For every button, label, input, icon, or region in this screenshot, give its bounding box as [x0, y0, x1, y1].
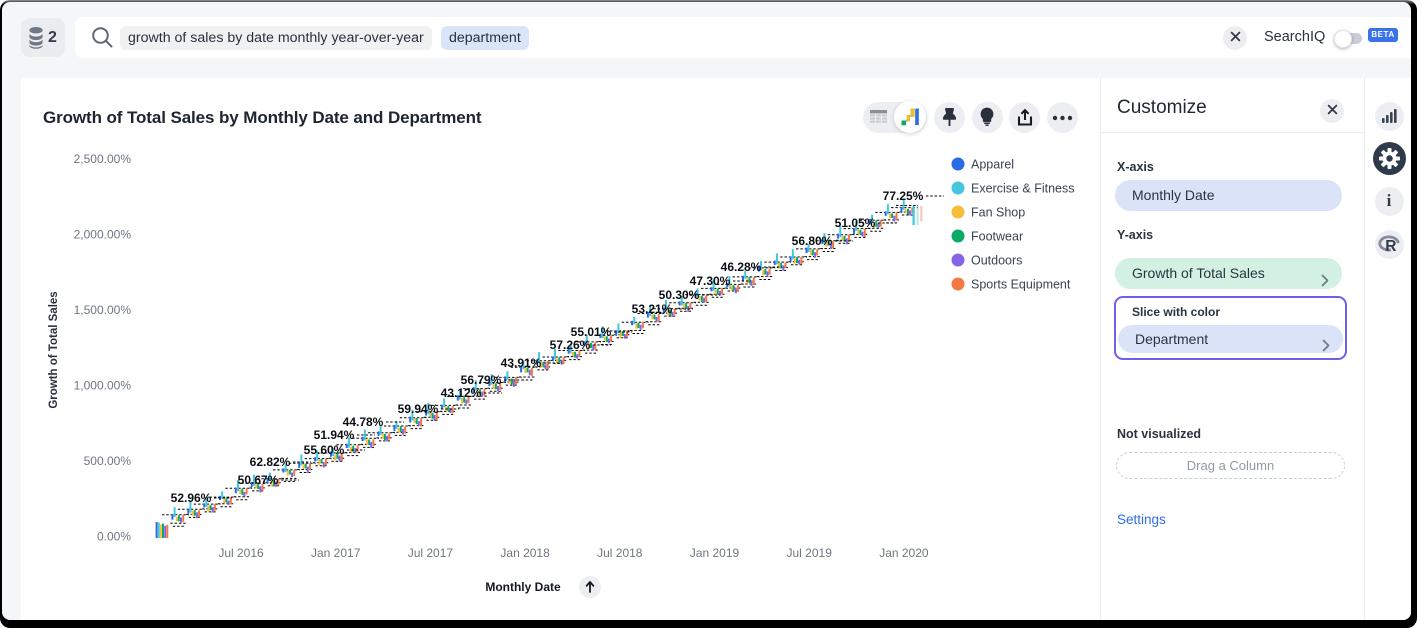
svg-text:Jan 2017: Jan 2017 — [311, 546, 361, 560]
svg-text:Outdoors: Outdoors — [971, 253, 1022, 267]
svg-text:Jul 2019: Jul 2019 — [787, 546, 833, 560]
svg-text:Exercise & Fitness: Exercise & Fitness — [971, 181, 1075, 195]
svg-text:0.00%: 0.00% — [97, 529, 131, 543]
svg-text:51.94%: 51.94% — [314, 428, 355, 442]
svg-text:57.26%: 57.26% — [550, 338, 591, 352]
svg-text:1,500.00%: 1,500.00% — [74, 303, 132, 317]
svg-text:51.05%: 51.05% — [835, 216, 876, 230]
svg-text:Jan 2019: Jan 2019 — [690, 546, 740, 560]
svg-text:Jul 2017: Jul 2017 — [408, 546, 454, 560]
svg-text:55.01%: 55.01% — [571, 325, 612, 339]
svg-text:500.00%: 500.00% — [84, 454, 132, 468]
svg-text:Jan 2020: Jan 2020 — [879, 546, 929, 560]
svg-text:62.82%: 62.82% — [250, 455, 291, 469]
svg-text:47.30%: 47.30% — [690, 274, 731, 288]
svg-text:Fan Shop: Fan Shop — [971, 205, 1025, 219]
svg-text:Sports Equipment: Sports Equipment — [971, 277, 1071, 291]
svg-text:77.25%: 77.25% — [883, 189, 924, 203]
svg-text:50.30%: 50.30% — [659, 288, 700, 302]
svg-text:55.60%: 55.60% — [304, 443, 345, 457]
svg-text:2,500.00%: 2,500.00% — [74, 152, 132, 166]
svg-text:52.96%: 52.96% — [171, 491, 212, 505]
svg-text:1,000.00%: 1,000.00% — [74, 378, 132, 392]
svg-text:R: R — [1385, 238, 1396, 255]
svg-text:43.91%: 43.91% — [501, 356, 542, 370]
svg-text:44.78%: 44.78% — [343, 415, 384, 429]
svg-text:Monthly Date: Monthly Date — [485, 580, 561, 594]
svg-text:46.28%: 46.28% — [721, 260, 762, 274]
svg-text:Jan 2018: Jan 2018 — [500, 546, 550, 560]
svg-text:Growth of Total Sales: Growth of Total Sales — [48, 291, 60, 408]
svg-text:Jul 2016: Jul 2016 — [218, 546, 264, 560]
svg-text:56.80%: 56.80% — [792, 234, 833, 248]
svg-text:Footwear: Footwear — [971, 229, 1023, 243]
svg-text:2,000.00%: 2,000.00% — [74, 227, 132, 241]
svg-text:Jul 2018: Jul 2018 — [597, 546, 643, 560]
svg-text:56.79%: 56.79% — [461, 373, 502, 387]
svg-text:53.21%: 53.21% — [632, 302, 673, 316]
svg-text:59.94%: 59.94% — [398, 402, 439, 416]
svg-text:43.12%: 43.12% — [441, 386, 482, 400]
svg-text:Apparel: Apparel — [971, 157, 1014, 171]
svg-text:50.67%: 50.67% — [238, 473, 279, 487]
